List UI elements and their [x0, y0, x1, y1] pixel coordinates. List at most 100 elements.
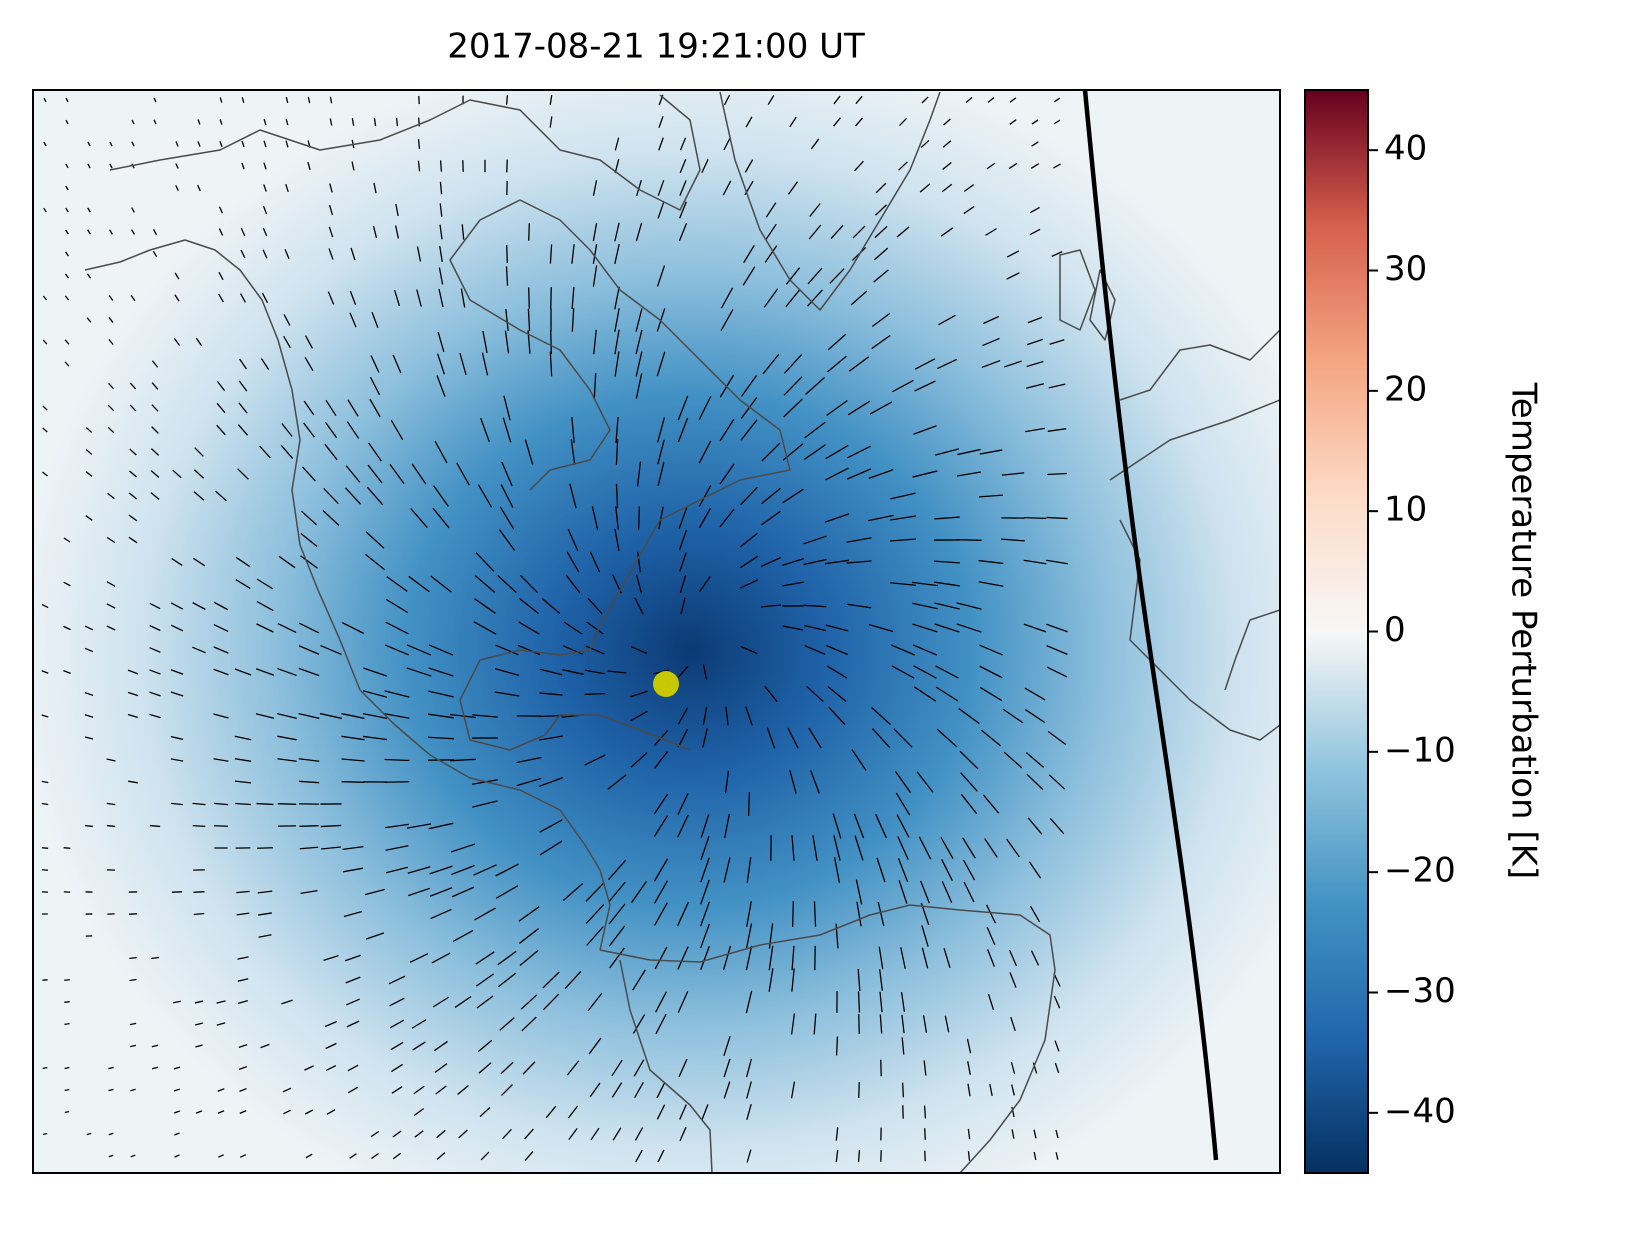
wind-vector — [898, 880, 908, 904]
wind-vector — [584, 669, 606, 675]
wind-vector — [979, 686, 1003, 702]
wind-vector — [833, 857, 841, 883]
wind-vector — [1006, 272, 1020, 280]
wind-vector — [408, 887, 430, 897]
wind-vector — [281, 423, 293, 437]
wind-vector — [563, 621, 583, 635]
wind-vector — [848, 356, 870, 372]
wind-vector — [654, 902, 668, 926]
wind-vector — [740, 397, 758, 419]
wind-vector — [1046, 623, 1068, 633]
wind-vector — [1026, 773, 1044, 791]
wind-vector — [858, 1082, 860, 1098]
wind-vector — [85, 515, 93, 521]
wind-vector — [84, 736, 94, 740]
wind-vector — [593, 373, 597, 399]
wind-vector — [106, 581, 116, 587]
wind-vector — [678, 529, 688, 551]
wind-vector — [41, 714, 49, 718]
wind-vector — [607, 774, 627, 790]
wind-vector — [195, 1044, 203, 1048]
wind-vector — [1054, 1062, 1060, 1074]
wind-vector — [505, 266, 509, 286]
wind-vector — [943, 118, 951, 126]
wind-vector — [238, 1000, 248, 1004]
coastline — [599, 904, 1056, 1173]
wind-vector — [634, 1127, 644, 1141]
wind-vector — [923, 1060, 927, 1076]
wind-vector — [723, 813, 731, 839]
wind-vector — [528, 287, 530, 309]
wind-vector — [920, 139, 930, 149]
wind-vector — [234, 780, 252, 784]
wind-vector — [824, 513, 850, 523]
wind-vector — [170, 691, 184, 697]
wind-vector — [1030, 950, 1040, 966]
wind-vector — [434, 1040, 448, 1052]
wind-vector — [890, 492, 916, 500]
wind-vector — [108, 338, 114, 346]
wind-vector — [1055, 1152, 1059, 1160]
wind-vector — [1051, 251, 1063, 257]
wind-vector — [566, 551, 580, 573]
wind-vector — [1030, 206, 1040, 214]
wind-vector — [411, 463, 427, 485]
wind-vector — [913, 686, 937, 702]
wind-vector — [497, 950, 517, 966]
wind-vector — [825, 444, 849, 460]
wind-vector — [702, 728, 708, 748]
wind-vector — [658, 116, 664, 128]
wind-vector — [782, 581, 804, 587]
wind-vector — [677, 814, 689, 838]
wind-vector — [768, 923, 774, 949]
wind-vector — [653, 815, 669, 837]
wind-vector — [942, 161, 952, 171]
colorbar-tick-label: −10 — [1384, 730, 1456, 770]
wind-vector — [855, 117, 863, 127]
wind-vector — [256, 600, 274, 612]
wind-vector — [213, 668, 229, 676]
wind-vector — [1053, 97, 1061, 103]
wind-vector — [42, 471, 48, 477]
wind-vector — [384, 690, 410, 698]
wind-vector — [240, 293, 246, 303]
wind-vector — [812, 835, 818, 861]
wind-vector — [128, 492, 138, 500]
wind-vector — [277, 803, 297, 805]
wind-vector — [941, 881, 953, 903]
wind-vector — [170, 758, 184, 762]
wind-vector — [700, 835, 710, 861]
wind-vector — [761, 510, 781, 526]
wind-vector — [934, 516, 960, 520]
wind-vector — [172, 469, 182, 479]
wind-vector — [720, 309, 734, 331]
wind-vector — [803, 558, 827, 566]
wind-vector — [474, 907, 496, 921]
wind-vector — [722, 180, 732, 196]
wind-vector — [193, 891, 205, 893]
wind-vector — [963, 184, 975, 192]
wind-vector — [173, 1066, 181, 1070]
wind-vector — [592, 222, 598, 242]
wind-vector — [787, 181, 799, 195]
wind-vector — [978, 559, 1004, 565]
wind-vector — [940, 837, 954, 859]
wind-vector — [65, 163, 69, 169]
wind-vector — [745, 706, 753, 726]
wind-vector — [615, 417, 619, 443]
wind-vector — [262, 205, 268, 215]
wind-vector — [654, 946, 668, 970]
wind-vector — [1027, 817, 1043, 835]
wind-vector — [956, 602, 982, 610]
wind-vector — [345, 465, 361, 483]
wind-vector — [592, 244, 598, 264]
wind-vector — [395, 117, 399, 127]
wind-vector — [635, 373, 643, 399]
wind-vector — [608, 881, 626, 903]
wind-vector — [569, 483, 577, 509]
wind-vector — [481, 352, 489, 376]
wind-vector — [476, 995, 494, 1009]
wind-vector — [542, 971, 560, 989]
wind-vector — [64, 361, 70, 367]
wind-vector — [298, 667, 320, 677]
